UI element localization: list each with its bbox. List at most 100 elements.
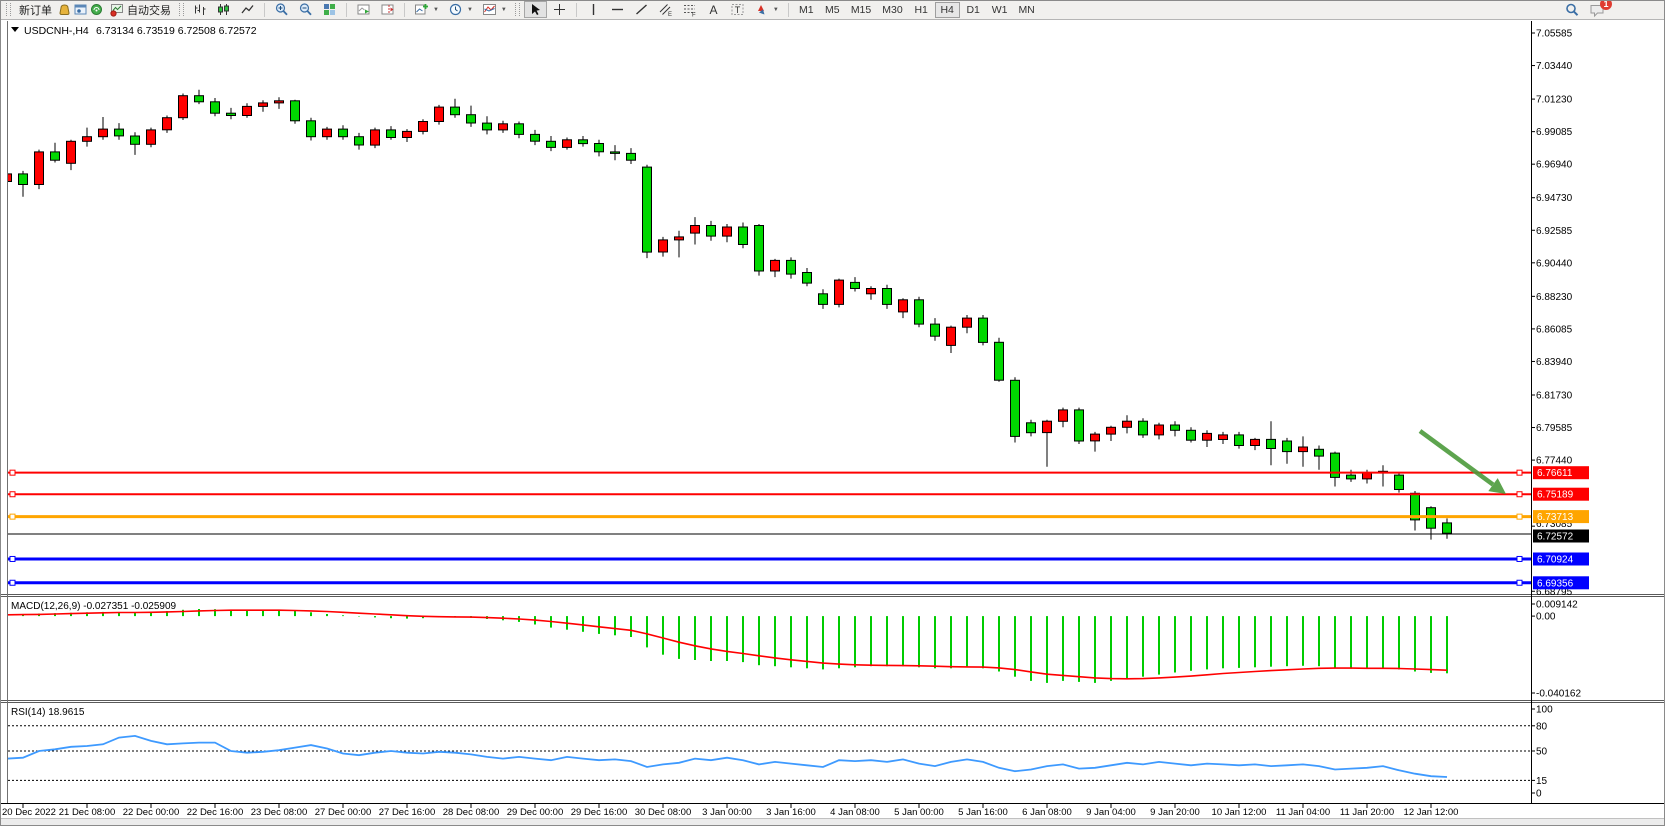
candle-body <box>1170 424 1180 431</box>
bar-chart-button[interactable] <box>188 1 211 18</box>
indicators-button[interactable]: ▼ <box>410 1 443 18</box>
line-handle[interactable] <box>1516 491 1523 498</box>
line-handle[interactable] <box>1516 513 1523 520</box>
text-icon: A <box>706 2 721 17</box>
candle-body <box>594 143 604 153</box>
price-tick-label: 7.05585 <box>1536 29 1573 40</box>
chevron-down-icon: ▼ <box>433 6 439 13</box>
tile-windows-button[interactable] <box>318 1 341 18</box>
timeframe-H1[interactable]: H1 <box>909 2 934 18</box>
candle-body <box>706 225 716 237</box>
line-handle[interactable] <box>9 469 16 476</box>
timeframe-D1[interactable]: D1 <box>961 2 986 18</box>
templates-button[interactable]: ▼ <box>478 1 511 18</box>
chart-shift-button[interactable] <box>376 1 399 18</box>
toolbar-grip[interactable] <box>514 3 520 16</box>
zoom-out-button[interactable] <box>294 1 317 18</box>
candle-body <box>1250 438 1260 446</box>
rsi-title: RSI(14) 18.9615 <box>11 707 85 718</box>
candle-body <box>850 281 860 289</box>
macd-axis-label: 0.00 <box>1536 612 1556 623</box>
time-tick-label: 27 Dec 00:00 <box>315 807 372 818</box>
candle-body <box>306 120 316 138</box>
candle-body <box>114 128 124 137</box>
time-tick-label: 5 Jan 16:00 <box>958 807 1008 818</box>
search-icon[interactable] <box>1564 2 1579 17</box>
time-tick-label: 11 Jan 04:00 <box>1276 807 1330 818</box>
autoscroll-button[interactable] <box>352 1 375 18</box>
candle-body <box>418 121 428 132</box>
candle-body <box>530 133 540 142</box>
arrows-button[interactable]: ▼ <box>750 1 783 18</box>
line-handle[interactable] <box>1516 555 1523 562</box>
chat-button[interactable]: 1 <box>1589 0 1612 17</box>
line-handle[interactable] <box>1516 469 1523 476</box>
zoom-in-button[interactable] <box>270 1 293 18</box>
symbol-dropdown-icon[interactable] <box>11 27 19 32</box>
toolbar-grip[interactable] <box>179 3 184 16</box>
price-badge-label: 6.69356 <box>1537 578 1574 589</box>
line-handle[interactable] <box>1516 579 1523 586</box>
price-tick-label: 6.94730 <box>1536 193 1573 204</box>
fibonacci-button[interactable]: F <box>678 1 701 18</box>
candle-body <box>242 105 252 117</box>
crosshair-icon <box>552 2 567 17</box>
time-tick-label: 30 Dec 08:00 <box>635 807 692 818</box>
line-handle[interactable] <box>9 513 16 520</box>
bar-chart-icon <box>192 2 207 17</box>
market-watch-icon[interactable] <box>57 2 72 17</box>
arrows-icon <box>754 2 769 17</box>
trend-arrow-shaft[interactable] <box>1418 429 1495 487</box>
cursor-button[interactable] <box>523 1 547 18</box>
candle-body <box>1218 434 1228 440</box>
line-handle[interactable] <box>9 579 16 586</box>
toolbar-grip[interactable] <box>6 3 11 16</box>
candle-body <box>338 128 348 138</box>
timeframe-M5[interactable]: M5 <box>820 2 845 18</box>
svg-text:F: F <box>692 13 696 18</box>
chart-symbol-title: USDCNH-,H4 <box>24 25 89 37</box>
label-button[interactable]: T <box>726 1 749 18</box>
candle-body <box>1090 433 1100 442</box>
horizontal-line-button[interactable] <box>606 1 629 18</box>
line-handle[interactable] <box>9 555 16 562</box>
indicators-icon <box>414 2 429 17</box>
timeframe-W1[interactable]: W1 <box>987 2 1013 18</box>
timeframe-M1[interactable]: M1 <box>794 2 819 18</box>
timeframe-M30[interactable]: M30 <box>877 2 907 18</box>
time-tick-label: 6 Jan 08:00 <box>1022 807 1072 818</box>
candle-body <box>626 152 636 161</box>
price-tick-label: 6.99085 <box>1536 127 1573 138</box>
line-handle[interactable] <box>9 491 16 498</box>
macd-axis-label: -0.040162 <box>1536 689 1581 700</box>
candle-body <box>770 259 780 272</box>
data-window-icon[interactable] <box>73 2 88 17</box>
price-tick-label: 6.77440 <box>1536 456 1573 467</box>
candle-body <box>562 139 572 148</box>
zoom-out-icon <box>298 2 313 17</box>
trendline-button[interactable] <box>630 1 653 18</box>
trend-arrow-head[interactable] <box>1488 478 1506 494</box>
periods-button[interactable]: ▼ <box>444 1 477 18</box>
time-tick-label: 3 Jan 00:00 <box>702 807 752 818</box>
price-tick-label: 6.83940 <box>1536 357 1573 368</box>
time-tick-label: 28 Dec 08:00 <box>443 807 500 818</box>
timeframe-H4[interactable]: H4 <box>934 1 960 18</box>
price-tick-label: 6.92585 <box>1536 226 1573 237</box>
timeframe-MN[interactable]: MN <box>1013 2 1039 18</box>
candle-chart-button[interactable] <box>212 1 235 18</box>
timeframe-M15[interactable]: M15 <box>846 2 876 18</box>
new-order-button[interactable]: 新订单 <box>15 1 56 18</box>
zoom-in-icon <box>274 2 289 17</box>
navigator-icon[interactable] <box>89 2 104 17</box>
vertical-line-button[interactable] <box>582 1 605 18</box>
auto-trading-button[interactable]: 自动交易 <box>105 1 175 18</box>
candle-body <box>754 225 764 272</box>
text-button[interactable]: A <box>702 1 725 18</box>
candle-body <box>674 236 684 241</box>
line-chart-button[interactable] <box>236 1 259 18</box>
crosshair-button[interactable] <box>548 1 571 18</box>
channel-button[interactable]: E <box>654 1 677 18</box>
macd-signal-line <box>8 609 1448 680</box>
